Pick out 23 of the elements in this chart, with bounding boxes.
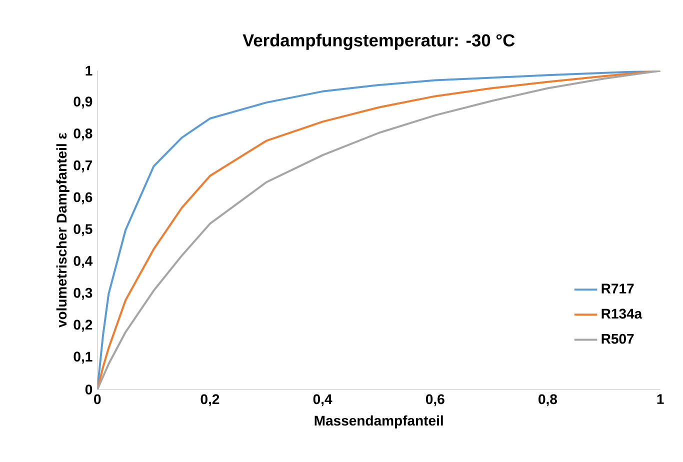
x-tick-label: 0,4 bbox=[313, 394, 332, 406]
y-tick-label: 0,8 bbox=[74, 128, 92, 141]
y-axis-title: volumetrischer Dampfanteil ε bbox=[56, 133, 70, 328]
x-tick-label: 0 bbox=[94, 394, 101, 404]
x-tick-label: 0,6 bbox=[426, 394, 444, 406]
x-tick-label: 0,8 bbox=[538, 394, 558, 406]
x-tick-label: 1 bbox=[657, 394, 664, 404]
y-tick-label: 1 bbox=[86, 66, 92, 76]
y-tick-label: 0,6 bbox=[74, 192, 92, 204]
y-tick-label: 0,2 bbox=[74, 320, 92, 332]
chart-title: Verdampfungstemperatur: -30 °C bbox=[242, 34, 515, 50]
y-tick-label: 0,4 bbox=[74, 256, 93, 268]
legend-label: R507 bbox=[602, 334, 634, 344]
x-tick-label: 0,2 bbox=[200, 394, 220, 406]
y-tick-label: 0,7 bbox=[74, 160, 92, 173]
y-tick-label: 0,3 bbox=[74, 288, 92, 300]
legend-label: R134a bbox=[602, 308, 642, 319]
y-tick-label: 0,9 bbox=[74, 96, 92, 109]
y-tick-label: 0,1 bbox=[74, 352, 92, 364]
y-tick-label: 0,5 bbox=[74, 224, 92, 236]
y-tick-label: 0 bbox=[85, 384, 92, 395]
legend-label: R717 bbox=[602, 284, 634, 294]
x-axis-title: Massendampfanteil bbox=[314, 416, 443, 429]
